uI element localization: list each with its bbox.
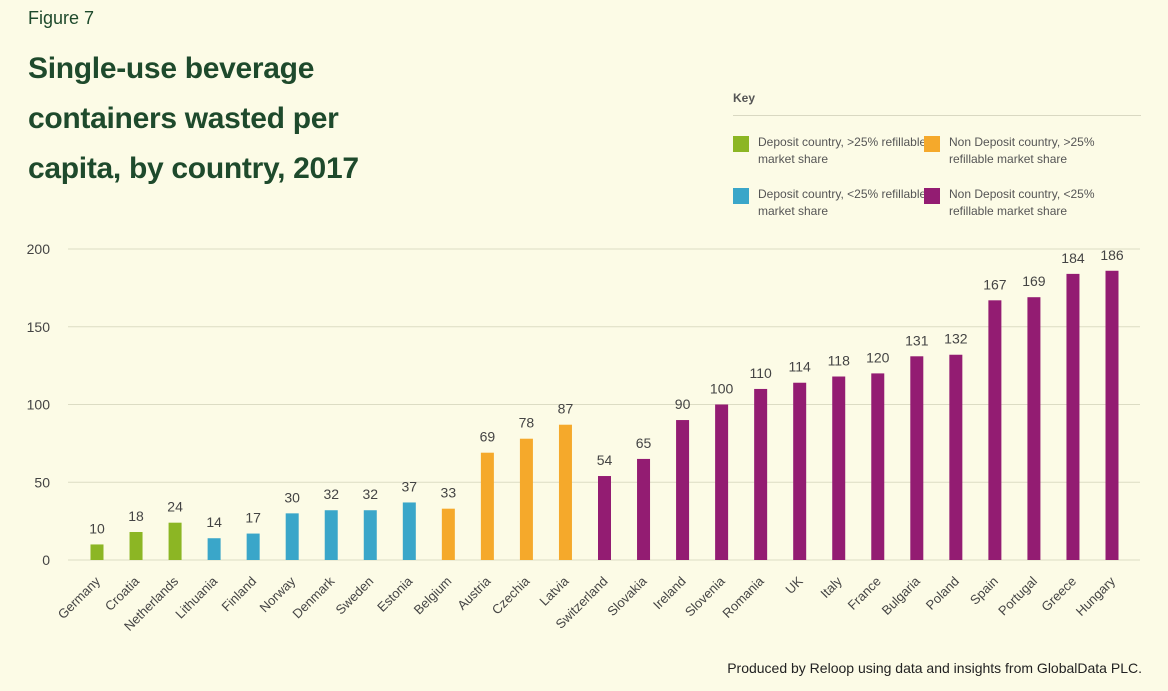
data-label: 186 bbox=[1100, 247, 1124, 263]
legend-item-deposit-low: Deposit country, <25% refillable market … bbox=[733, 186, 928, 220]
x-tick-label: UK bbox=[782, 573, 806, 597]
legend-item-deposit-high: Deposit country, >25% refillable market … bbox=[733, 134, 928, 168]
bar bbox=[1105, 270, 1119, 560]
bar bbox=[90, 544, 104, 560]
bar bbox=[910, 356, 924, 560]
data-label: 110 bbox=[749, 365, 772, 381]
bar bbox=[246, 533, 260, 560]
figure-label: Figure 7 bbox=[28, 8, 95, 28]
legend-label: Non Deposit country, >25% refillable mar… bbox=[949, 135, 1095, 166]
y-tick-label: 0 bbox=[42, 552, 50, 568]
legend-title: Key bbox=[733, 91, 756, 105]
data-label: 184 bbox=[1061, 250, 1085, 266]
x-tick-label: Belgium bbox=[411, 574, 455, 618]
legend-label: Non Deposit country, <25% refillable mar… bbox=[949, 187, 1095, 218]
x-tick-label: Denmark bbox=[289, 573, 337, 621]
data-label: 37 bbox=[402, 478, 418, 494]
bar bbox=[285, 513, 299, 560]
y-tick-label: 100 bbox=[27, 397, 51, 413]
y-tick-label: 200 bbox=[27, 241, 51, 257]
bar bbox=[715, 404, 729, 560]
bar bbox=[441, 508, 455, 560]
data-label: 33 bbox=[441, 485, 457, 501]
legend-item-nondeposit-low: Non Deposit country, <25% refillable mar… bbox=[924, 186, 1119, 220]
y-tick-label: 150 bbox=[27, 319, 51, 335]
bar bbox=[558, 424, 572, 560]
x-tick-label: Slovakia bbox=[604, 573, 650, 619]
x-tick-label: Portugal bbox=[995, 573, 1040, 618]
data-label: 10 bbox=[89, 520, 105, 536]
x-tick-label: Poland bbox=[923, 574, 962, 613]
x-tick-label: Hungary bbox=[1073, 573, 1119, 619]
bar bbox=[676, 420, 690, 560]
legend-divider bbox=[733, 115, 1141, 116]
bar bbox=[1027, 297, 1041, 560]
data-label: 24 bbox=[167, 499, 183, 515]
data-label: 167 bbox=[983, 276, 1007, 292]
data-label: 14 bbox=[206, 514, 222, 530]
legend-label: Deposit country, >25% refillable market … bbox=[758, 135, 927, 166]
legend-swatch bbox=[733, 188, 749, 204]
bar bbox=[793, 382, 807, 560]
data-label: 78 bbox=[519, 415, 535, 431]
bar bbox=[402, 502, 416, 560]
x-tick-label: Spain bbox=[967, 574, 1001, 608]
data-label: 18 bbox=[128, 508, 144, 524]
bar bbox=[519, 438, 533, 560]
bar bbox=[324, 510, 338, 560]
x-tick-label: Sweden bbox=[333, 574, 377, 618]
bar bbox=[207, 538, 221, 560]
data-label: 87 bbox=[558, 401, 574, 417]
data-label: 32 bbox=[323, 486, 339, 502]
y-tick-label: 50 bbox=[34, 474, 50, 490]
x-tick-label: Estonia bbox=[374, 573, 416, 615]
x-tick-label: Latvia bbox=[536, 573, 572, 609]
bar bbox=[637, 458, 651, 560]
data-label: 131 bbox=[905, 332, 929, 348]
data-label: 69 bbox=[480, 429, 496, 445]
x-tick-label: Romania bbox=[719, 573, 767, 621]
legend-swatch bbox=[924, 188, 940, 204]
x-tick-label: Germany bbox=[55, 573, 104, 622]
bar bbox=[363, 510, 377, 560]
x-tick-label: Czechia bbox=[489, 573, 533, 617]
bar bbox=[988, 300, 1002, 560]
legend-swatch bbox=[733, 136, 749, 152]
legend-swatch bbox=[924, 136, 940, 152]
legend-item-nondeposit-high: Non Deposit country, >25% refillable mar… bbox=[924, 134, 1119, 168]
data-label: 100 bbox=[710, 381, 734, 397]
source-footer: Produced by Reloop using data and insigh… bbox=[727, 660, 1142, 676]
data-label: 120 bbox=[866, 349, 890, 365]
data-label: 118 bbox=[828, 353, 851, 369]
data-label: 169 bbox=[1022, 273, 1046, 289]
chart-title-line-2: containers wasted per bbox=[28, 102, 339, 135]
x-tick-label: Italy bbox=[817, 573, 845, 601]
data-label: 114 bbox=[789, 359, 812, 375]
bar bbox=[168, 522, 182, 560]
chart-title: Single-use beverage containers wasted pe… bbox=[28, 44, 388, 194]
bar bbox=[832, 376, 846, 560]
bar bbox=[871, 373, 885, 560]
bar bbox=[754, 388, 768, 560]
bar bbox=[1066, 273, 1080, 560]
bar bbox=[949, 354, 963, 560]
bar bbox=[480, 452, 494, 560]
data-label: 17 bbox=[245, 510, 261, 526]
x-tick-label: Lithuania bbox=[172, 573, 220, 621]
data-label: 30 bbox=[284, 489, 300, 505]
bar bbox=[129, 532, 143, 560]
bar bbox=[598, 476, 611, 560]
data-label: 65 bbox=[636, 435, 652, 451]
data-label: 32 bbox=[362, 486, 378, 502]
x-tick-label: Finland bbox=[219, 574, 260, 615]
chart-title-line-1: Single-use beverage bbox=[28, 52, 315, 85]
data-label: 132 bbox=[944, 331, 968, 347]
data-label: 90 bbox=[675, 396, 691, 412]
chart-title-line-3: capita, by country, 2017 bbox=[28, 152, 359, 185]
legend-label: Deposit country, <25% refillable market … bbox=[758, 187, 927, 218]
x-tick-label: Bulgaria bbox=[879, 573, 924, 618]
data-label: 54 bbox=[597, 452, 613, 468]
